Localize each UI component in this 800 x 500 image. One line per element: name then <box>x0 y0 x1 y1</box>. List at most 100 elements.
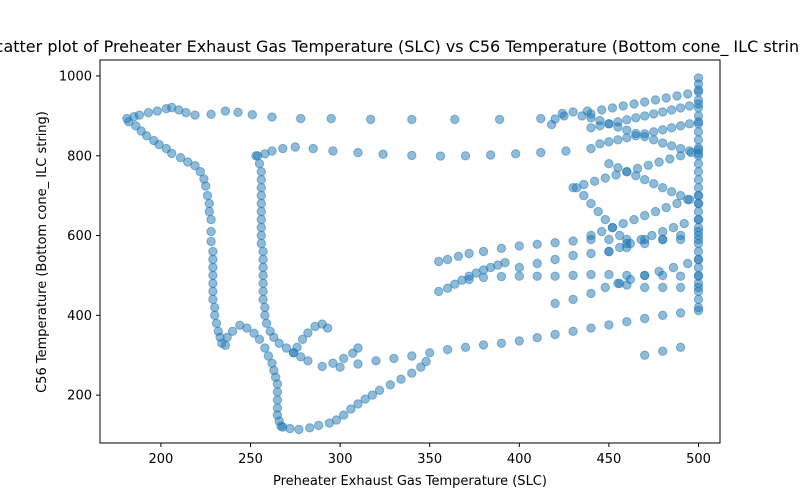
data-point <box>629 214 639 225</box>
data-point <box>204 206 215 217</box>
data-point <box>607 222 618 233</box>
data-point <box>577 111 587 121</box>
data-point <box>631 171 641 181</box>
data-point <box>258 286 268 297</box>
data-point <box>536 113 546 124</box>
data-point <box>335 362 345 372</box>
data-point <box>256 230 266 241</box>
data-point <box>190 110 200 120</box>
data-point <box>604 137 614 147</box>
data-point <box>631 131 641 141</box>
data-point <box>317 361 327 372</box>
data-point <box>346 404 356 414</box>
data-point <box>640 210 650 221</box>
data-point <box>597 226 607 237</box>
data-point <box>586 143 596 154</box>
data-point <box>272 395 283 405</box>
data-point <box>258 262 268 273</box>
data-point <box>260 302 270 313</box>
data-point <box>604 320 614 330</box>
data-point <box>586 113 596 123</box>
data-point <box>631 113 641 123</box>
data-point <box>328 146 338 156</box>
data-point <box>649 135 659 145</box>
data-point <box>303 328 313 338</box>
data-point <box>434 256 444 267</box>
data-point <box>586 288 596 299</box>
data-point <box>672 91 682 101</box>
data-point <box>693 230 704 241</box>
data-point <box>416 362 426 372</box>
data-point <box>604 119 614 129</box>
data-point <box>693 206 704 217</box>
data-point <box>464 248 474 259</box>
data-point <box>604 159 614 169</box>
data-point <box>256 206 266 217</box>
x-tick-label: 500 <box>686 452 711 467</box>
data-point <box>600 282 610 293</box>
data-point <box>210 310 220 320</box>
data-point <box>249 328 259 338</box>
data-point <box>267 146 277 156</box>
data-point <box>478 340 489 350</box>
data-point <box>693 183 704 193</box>
data-point <box>675 121 686 131</box>
y-axis-ticks: 200 400 600 800 1000 <box>59 69 100 404</box>
data-point <box>586 248 596 259</box>
data-point <box>672 198 682 209</box>
data-point <box>124 117 134 127</box>
data-point <box>202 190 213 201</box>
data-point <box>640 282 650 293</box>
data-point <box>478 246 489 257</box>
data-point <box>586 123 596 133</box>
data-point <box>292 342 302 352</box>
data-point <box>675 282 686 293</box>
data-point <box>272 379 283 389</box>
data-point <box>206 236 216 247</box>
data-point <box>222 332 232 342</box>
data-point <box>407 150 417 161</box>
data-point <box>693 135 704 145</box>
data-point <box>378 149 388 159</box>
data-point <box>668 262 679 273</box>
data-point <box>550 271 560 281</box>
data-point <box>326 113 336 124</box>
data-point <box>693 278 704 289</box>
plot-frame <box>99 59 721 444</box>
x-tick-label: 300 <box>328 452 353 467</box>
data-point <box>650 95 661 105</box>
data-point <box>561 146 571 156</box>
data-point <box>256 183 266 193</box>
data-point <box>143 108 154 118</box>
data-point <box>595 121 605 131</box>
data-point <box>658 282 668 293</box>
data-point <box>586 198 596 209</box>
y-axis-label: C56 Temperature (Bottom cone_ ILC string… <box>35 111 50 393</box>
data-point <box>658 183 668 193</box>
data-point <box>607 103 618 113</box>
data-point <box>258 270 268 281</box>
data-point <box>571 183 582 193</box>
x-tick-label: 350 <box>417 452 442 467</box>
data-point <box>550 298 560 309</box>
data-point <box>684 119 695 129</box>
data-point <box>622 317 632 327</box>
data-point <box>208 262 218 273</box>
data-point <box>684 101 695 111</box>
data-point <box>464 274 474 285</box>
data-point <box>647 230 657 241</box>
data-point <box>640 270 650 281</box>
data-point <box>658 138 668 148</box>
data-point <box>385 380 395 390</box>
data-point <box>640 111 650 121</box>
data-point <box>622 238 632 249</box>
data-point <box>360 394 370 404</box>
data-point <box>693 127 704 137</box>
data-point <box>500 258 510 268</box>
data-point <box>453 251 464 261</box>
data-point <box>460 151 471 161</box>
data-point <box>568 294 578 305</box>
data-point <box>296 352 306 362</box>
data-point <box>407 114 417 125</box>
